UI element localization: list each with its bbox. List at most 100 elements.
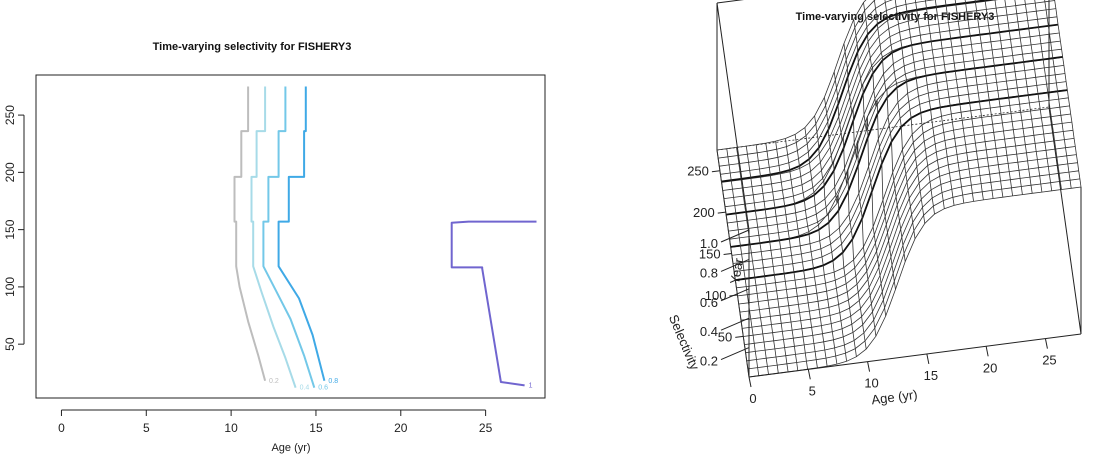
contour-line-label: 1 <box>529 382 533 389</box>
surface-age-line <box>984 0 1013 196</box>
contour-y-tick-label: 150 <box>3 219 17 239</box>
surface-selectivity-tick <box>720 317 750 331</box>
surface-age-line <box>716 149 750 378</box>
surface-age-axis-label: Age (yr) <box>871 387 919 408</box>
surface-year-line <box>720 0 936 175</box>
contour-line-label: 0.8 <box>328 378 338 385</box>
surface-selectivity-tick <box>720 258 750 272</box>
contour-y-tick-label: 200 <box>3 162 17 182</box>
surface-selectivity-tick-label: 0.4 <box>700 324 718 339</box>
surface-age-tick-label: 10 <box>864 376 878 391</box>
box-edge-back-top <box>716 0 745 4</box>
contour-plot-frame <box>35 74 546 399</box>
surface-age-line <box>843 43 877 337</box>
contour-line-0-2 <box>233 86 267 382</box>
surface-age-line <box>804 127 838 365</box>
surface-age-tick-label: 20 <box>983 360 997 375</box>
surface-year-tick-label: 50 <box>718 329 732 344</box>
surface-age-line <box>904 0 935 215</box>
surface-age-line <box>894 0 926 224</box>
surface-block-boundary <box>721 0 995 183</box>
surface-age-line <box>1004 0 1033 194</box>
contour-chart-title: Time-varying selectivity for FISHERY3 <box>153 41 352 53</box>
contour-y-tick-label: 50 <box>3 337 17 351</box>
surface-selectivity-axis-label: Selectivity <box>666 312 703 372</box>
surface-age-tick <box>985 346 989 357</box>
surface-age-tick-label: 15 <box>924 368 938 383</box>
surface-selectivity-tick-label: 0.8 <box>700 265 718 280</box>
contour-x-tick-label: 15 <box>309 421 323 435</box>
surface-year-tick <box>717 211 726 214</box>
surface-selectivity-tick <box>720 288 750 302</box>
surface-age-line <box>824 97 857 357</box>
contour-line-label: 0.6 <box>318 385 328 392</box>
surface-mesh <box>716 0 1082 378</box>
surface-age-line <box>755 144 789 372</box>
surface-age-line <box>736 147 769 375</box>
contour-line-label: 0.2 <box>269 378 279 385</box>
box-edge-right-bottom <box>1048 106 1082 335</box>
surface-year-line <box>716 0 867 151</box>
contour-line-0-4 <box>250 86 297 389</box>
surface-year-tick <box>711 170 720 173</box>
surface-selectivity-tick-label: 0.2 <box>700 354 718 369</box>
surface-age-line <box>785 138 818 368</box>
surface-age-tick <box>807 369 811 380</box>
surface-box-front-edges <box>748 106 1082 378</box>
surface-age-line <box>954 0 984 200</box>
surface-year-tick-label: 250 <box>687 164 709 179</box>
surface-age-line <box>994 0 1023 195</box>
surface-age-line <box>863 2 896 290</box>
surface-year-line <box>719 0 893 167</box>
surface-selectivity-tick <box>720 229 750 243</box>
contour-x-axis-label: Age (yr) <box>271 442 310 454</box>
surface-age-tick-label: 5 <box>809 383 816 398</box>
surface-year-axis-label: Year <box>727 256 746 285</box>
contour-line-1 <box>450 220 537 387</box>
contour-line-0-6 <box>262 86 316 389</box>
surface-age-line <box>1054 0 1082 188</box>
surface-age-line <box>853 19 887 317</box>
contour-y-tick-label: 100 <box>3 277 17 297</box>
surface-age-line <box>765 143 799 371</box>
surface-age-line <box>884 0 916 239</box>
contour-y-tick-label: 250 <box>3 105 17 125</box>
surface-selectivity-tick <box>720 347 750 361</box>
surface-age-line <box>1024 0 1053 191</box>
surface-selectivity-tick-label: 1.0 <box>700 236 718 251</box>
contour-y-axis: 50 100 150 200 250 <box>3 105 25 351</box>
contour-x-tick-label: 25 <box>479 421 493 435</box>
surface-year-tick-label: 200 <box>693 205 715 220</box>
surface-year-line <box>721 0 999 183</box>
surface-year-line <box>748 186 1082 378</box>
contour-x-tick-label: 20 <box>394 421 408 435</box>
surface-age-line <box>1014 0 1043 193</box>
surface-age-line <box>873 0 906 262</box>
surface-age-line <box>964 0 994 199</box>
contour-x-tick-label: 10 <box>224 421 238 435</box>
surface-age-line <box>1034 0 1062 190</box>
surface-age-tick-label: 25 <box>1042 353 1056 368</box>
surface-year-line <box>746 170 1079 362</box>
surface-age-tick <box>1044 338 1048 349</box>
contour-x-tick-label: 5 <box>143 421 150 435</box>
surface-age-tick <box>867 361 871 372</box>
surface-age-line <box>814 115 847 362</box>
contour-lines: 0.2 0.4 0.60.8 1 <box>233 86 537 392</box>
surface-chart: Time-varying selectivity for FISHERY3 05… <box>666 0 1082 408</box>
contour-x-tick-label: 0 <box>58 421 65 435</box>
surface-age-line <box>1044 0 1072 189</box>
surface-age-tick-label: 0 <box>749 391 756 406</box>
surface-selectivity-tick-label: 0.6 <box>700 295 718 310</box>
surface-year-line <box>718 0 876 159</box>
surface-age-line <box>833 71 867 350</box>
contour-chart: Time-varying selectivity for FISHERY3 0 5… <box>3 41 546 454</box>
surface-age-line <box>745 146 779 374</box>
surface-age-line <box>944 0 974 202</box>
surface-year-tick <box>723 253 732 256</box>
surface-year-line <box>745 162 1078 354</box>
surface-age-tick <box>926 353 930 365</box>
surface-year-tick <box>735 335 744 338</box>
contour-x-axis: 0 5 10 15 20 25 <box>58 409 493 435</box>
